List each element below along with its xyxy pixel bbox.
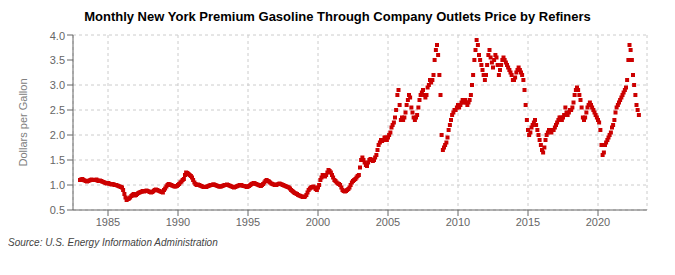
html-text:Monthly New York Premium Gasol: Monthly New York Premium Gasoline Throug… [84, 9, 591, 24]
svg-text:1990: 1990 [166, 216, 190, 228]
svg-text:3.0: 3.0 [50, 79, 65, 91]
svg-text:1.0: 1.0 [50, 179, 65, 191]
html-text:Source: U.S. Energy Informatio: Source: U.S. Energy Information Administ… [8, 237, 218, 248]
svg-text:0.5: 0.5 [50, 204, 65, 216]
svg-text:1995: 1995 [236, 216, 260, 228]
svg-text:1985: 1985 [96, 216, 120, 228]
svg-text:2015: 2015 [516, 216, 540, 228]
svg-text:2005: 2005 [376, 216, 400, 228]
svg-text:Dollars per Gallon: Dollars per Gallon [17, 78, 29, 166]
svg-text:2.0: 2.0 [50, 129, 65, 141]
svg-text:2020: 2020 [586, 216, 610, 228]
svg-text:2010: 2010 [446, 216, 470, 228]
svg-text:1.5: 1.5 [50, 154, 65, 166]
svg-text:2.5: 2.5 [50, 104, 65, 116]
svg-text:3.5: 3.5 [50, 54, 65, 66]
svg-text:4.0: 4.0 [50, 30, 65, 42]
svg-text:2000: 2000 [306, 216, 330, 228]
